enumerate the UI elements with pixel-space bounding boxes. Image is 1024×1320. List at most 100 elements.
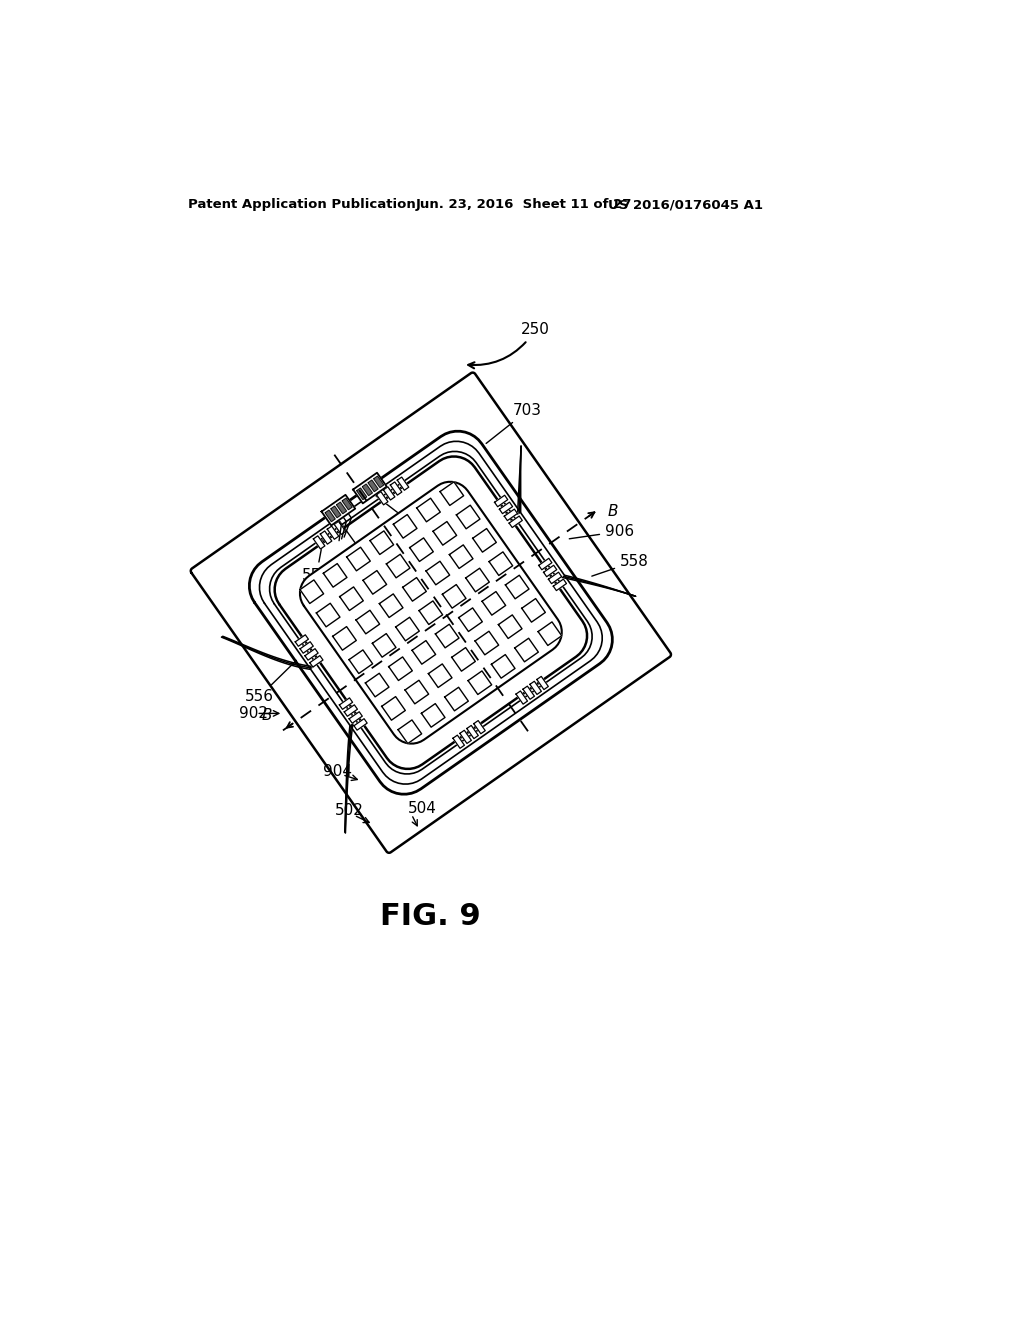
Polygon shape (428, 664, 452, 688)
Polygon shape (342, 498, 352, 510)
Polygon shape (529, 681, 542, 694)
Polygon shape (504, 510, 517, 520)
Polygon shape (364, 570, 387, 594)
Text: 250: 250 (468, 322, 550, 368)
Polygon shape (313, 536, 325, 549)
Polygon shape (339, 698, 352, 709)
Polygon shape (453, 735, 465, 748)
Polygon shape (310, 656, 323, 667)
Text: Jun. 23, 2016  Sheet 11 of 27: Jun. 23, 2016 Sheet 11 of 27 (416, 198, 632, 211)
Polygon shape (337, 502, 346, 513)
Polygon shape (452, 648, 475, 671)
Polygon shape (466, 568, 489, 591)
Polygon shape (433, 521, 457, 545)
Polygon shape (537, 676, 548, 689)
Polygon shape (382, 697, 406, 721)
Polygon shape (393, 515, 417, 539)
Polygon shape (522, 598, 546, 622)
Polygon shape (390, 482, 401, 495)
Text: FIG. 9: FIG. 9 (381, 903, 481, 932)
Polygon shape (377, 491, 388, 504)
Polygon shape (523, 686, 535, 700)
Polygon shape (492, 655, 515, 678)
Polygon shape (515, 639, 539, 661)
Polygon shape (300, 642, 313, 653)
Polygon shape (349, 649, 373, 673)
Polygon shape (362, 484, 373, 495)
Text: 902: 902 (240, 706, 268, 721)
Polygon shape (473, 528, 497, 552)
Polygon shape (349, 711, 362, 723)
Polygon shape (300, 482, 562, 743)
Text: 518: 518 (376, 496, 461, 557)
Polygon shape (340, 587, 364, 611)
Polygon shape (422, 704, 445, 727)
Polygon shape (553, 579, 566, 590)
Polygon shape (506, 576, 529, 599)
Text: 906: 906 (569, 524, 634, 539)
Polygon shape (354, 718, 368, 730)
Polygon shape (374, 477, 384, 487)
Polygon shape (509, 516, 522, 528)
Polygon shape (373, 634, 396, 657)
Polygon shape (190, 372, 671, 853)
Text: 558: 558 (592, 554, 649, 576)
Text: 703: 703 (486, 403, 543, 444)
Text: B: B (607, 504, 618, 519)
Polygon shape (499, 615, 522, 639)
Polygon shape (305, 648, 318, 660)
Polygon shape (300, 579, 324, 603)
Polygon shape (440, 482, 464, 506)
Polygon shape (468, 671, 492, 694)
Polygon shape (274, 457, 587, 768)
Polygon shape (549, 572, 561, 583)
Polygon shape (356, 610, 380, 634)
Polygon shape (322, 495, 355, 525)
Polygon shape (474, 721, 485, 734)
Polygon shape (347, 548, 371, 570)
Polygon shape (353, 473, 387, 503)
Text: 520: 520 (338, 519, 390, 579)
Polygon shape (516, 690, 527, 704)
Polygon shape (459, 609, 482, 631)
Polygon shape (334, 521, 346, 535)
Polygon shape (544, 565, 557, 577)
Polygon shape (500, 502, 513, 513)
Polygon shape (324, 564, 347, 587)
Polygon shape (397, 477, 409, 490)
Polygon shape (398, 719, 422, 743)
Polygon shape (419, 601, 442, 624)
Polygon shape (475, 631, 499, 655)
Text: 904: 904 (323, 764, 352, 779)
Polygon shape (370, 531, 393, 554)
Polygon shape (326, 510, 335, 521)
Polygon shape (328, 527, 339, 540)
Polygon shape (389, 657, 413, 681)
Polygon shape (435, 624, 459, 648)
Polygon shape (539, 558, 552, 570)
Polygon shape (442, 585, 466, 609)
Text: US 2016/0176045 A1: US 2016/0176045 A1 (608, 198, 763, 211)
Polygon shape (383, 487, 395, 500)
Polygon shape (444, 688, 468, 711)
Polygon shape (538, 622, 562, 645)
Polygon shape (426, 561, 450, 585)
Polygon shape (366, 673, 389, 697)
Polygon shape (356, 488, 367, 499)
Text: 556: 556 (245, 660, 296, 705)
Polygon shape (321, 531, 332, 544)
Text: B: B (261, 708, 272, 722)
Polygon shape (250, 432, 612, 795)
Polygon shape (386, 554, 410, 578)
Polygon shape (489, 552, 513, 576)
Polygon shape (406, 680, 429, 704)
Polygon shape (467, 726, 478, 739)
Text: 502: 502 (335, 803, 364, 818)
Polygon shape (395, 618, 419, 640)
Polygon shape (417, 498, 440, 521)
Polygon shape (410, 537, 433, 561)
Text: 554: 554 (302, 532, 331, 582)
Text: Patent Application Publication: Patent Application Publication (188, 198, 416, 211)
Polygon shape (316, 603, 340, 627)
Polygon shape (402, 578, 426, 601)
